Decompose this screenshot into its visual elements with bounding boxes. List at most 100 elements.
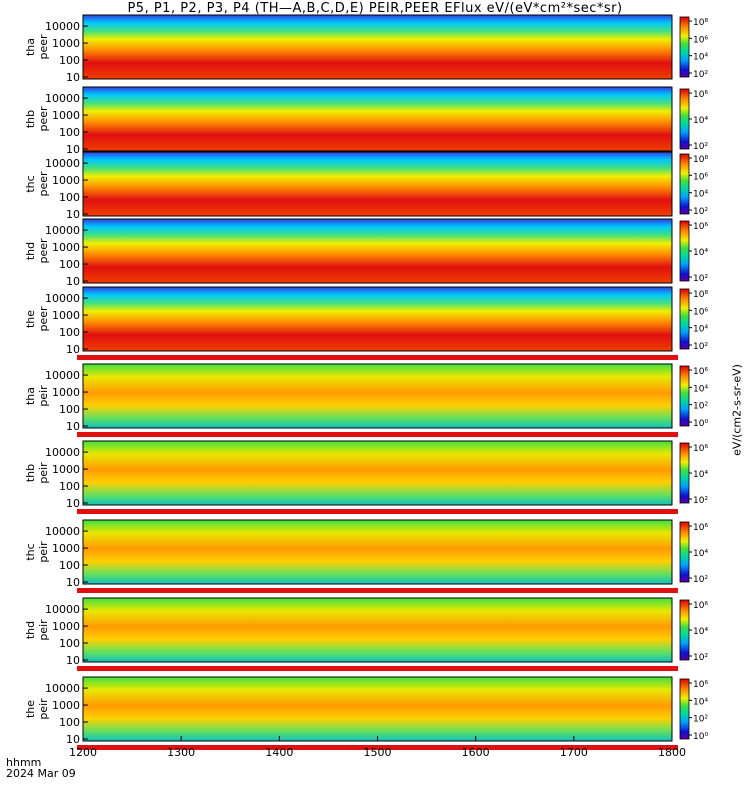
y-tick-label: 100 [59,54,80,67]
panel-probe-label: tha [24,38,37,56]
y-tick-label: 1000 [52,241,80,254]
panel-probe-label: thc [24,175,37,192]
colorbar-tick-label: 10⁸ [693,18,708,28]
spectrogram-image [82,440,673,506]
spectrogram-panel-the-peir: 10 100 1000 10000 the peir 10⁰ 10² 10⁴ 10⁶ [24,676,708,750]
panel-species-label: peir [37,385,50,407]
colorbar-tick-label: 10² [693,653,708,663]
panel-species-label: peir [37,698,50,720]
spectrogram-panel-tha-peir: 10 100 1000 10000 tha peir 10⁰ 10² 10⁴ 10⁶ [24,363,708,437]
colorbar-tick-label: 10⁶ [693,444,708,454]
colorbar-tick-label: 10² [693,70,708,80]
panel-probe-label: thd [24,242,37,260]
colorbar-unit-label: eV/(cm2-s-sr-eV) [727,20,747,800]
y-tick-label: 1000 [52,109,80,122]
y-tick-label: 1000 [52,37,80,50]
x-tick-label: 1700 [560,746,588,759]
colorbar-tick-label: 10⁴ [693,549,708,559]
y-tick-label: 100 [59,191,80,204]
colorbar [679,678,690,740]
colorbar-tick-label: 10⁴ [693,697,708,707]
status-bar [77,666,678,671]
y-tick-label: 1000 [52,309,80,322]
panel-probe-label: tha [24,387,37,405]
y-tick-label: 10 [66,275,80,288]
colorbar-tick-label: 10² [693,575,708,585]
spectrogram-image [82,14,673,80]
y-tick-label: 100 [59,637,80,650]
x-tick-label: 1300 [167,746,195,759]
spectrogram-panel-thc-peer: 10 100 1000 10000 thc peer 10² 10⁴ 10⁶ 10⁸ [24,151,708,221]
y-tick-label: 10000 [45,20,80,33]
spectrogram-panel-thb-peir: 10 100 1000 10000 thb peir 10² 10⁴ 10⁶ [24,440,708,514]
colorbar [679,16,690,78]
x-tick-label: 1200 [69,746,97,759]
spectrogram-image [82,86,673,152]
panel-species-label: peir [37,462,50,484]
spectrogram-image [82,676,673,742]
colorbar-tick-label: 10² [693,207,708,217]
colorbar [679,442,690,504]
colorbar-tick-label: 10⁴ [693,325,708,335]
colorbar-tick-label: 10⁸ [693,290,708,300]
panel-probe-label: thb [24,464,37,482]
y-tick-label: 10000 [45,525,80,538]
panel-species-label: peer [37,238,50,264]
panel-probe-label: thd [24,621,37,639]
colorbar-tick-label: 10² [693,715,708,725]
spectrogram-image [82,218,673,284]
y-tick-label: 100 [59,258,80,271]
status-bar [77,509,678,514]
colorbar-tick-label: 10⁶ [693,601,708,611]
colorbar-tick-label: 10⁶ [693,680,708,690]
colorbar [679,365,690,427]
y-tick-label: 10 [66,343,80,356]
y-tick-label: 100 [59,326,80,339]
y-tick-label: 10 [66,733,80,746]
y-tick-label: 10000 [45,292,80,305]
y-tick-label: 100 [59,480,80,493]
colorbar-tick-label: 10⁴ [693,627,708,637]
y-tick-label: 1000 [52,620,80,633]
y-tick-label: 10 [66,143,80,156]
colorbar-tick-label: 10⁸ [693,155,708,165]
y-tick-label: 10000 [45,157,80,170]
chart-title: P5, P1, P2, P3, P4 (TH—A,B,C,D,E) PEIR,P… [127,1,623,16]
colorbar-tick-label: 10⁴ [693,116,708,126]
colorbar-tick-label: 10⁰ [693,419,708,429]
y-tick-label: 10000 [45,603,80,616]
colorbar [679,288,690,350]
panel-probe-label: the [24,700,37,718]
y-tick-label: 10 [66,654,80,667]
status-bar [77,432,678,437]
y-tick-label: 10 [66,420,80,433]
spectrogram-image [82,151,673,217]
colorbar [679,521,690,583]
y-tick-label: 10000 [45,224,80,237]
y-tick-label: 10000 [45,682,80,695]
panel-species-label: peer [37,306,50,332]
y-tick-label: 100 [59,126,80,139]
colorbar [679,153,690,215]
colorbar-tick-label: 10⁴ [693,470,708,480]
colorbar-tick-label: 10⁶ [693,523,708,533]
y-tick-label: 10 [66,497,80,510]
y-tick-label: 100 [59,716,80,729]
spectrogram-panel-thd-peir: 10 100 1000 10000 thd peir 10² 10⁴ 10⁶ [24,597,708,671]
colorbar [679,88,690,150]
spectrogram-panel-thd-peer: 10 100 1000 10000 thd peer 10² 10⁴ 10⁶ [24,218,708,288]
y-tick-label: 10 [66,576,80,589]
spectrogram-image [82,597,673,663]
panel-species-label: peer [37,171,50,197]
panel-probe-label: thc [24,543,37,560]
y-tick-label: 10000 [45,369,80,382]
y-tick-label: 1000 [52,386,80,399]
y-tick-label: 1000 [52,699,80,712]
colorbar-tick-label: 10⁴ [693,248,708,258]
colorbar-tick-label: 10² [693,142,708,152]
spectrogram-image [82,363,673,429]
panel-probe-label: the [24,310,37,328]
colorbar-tick-label: 10² [693,274,708,284]
colorbar-tick-label: 10⁶ [693,35,708,45]
colorbar-tick-label: 10⁰ [693,732,708,742]
